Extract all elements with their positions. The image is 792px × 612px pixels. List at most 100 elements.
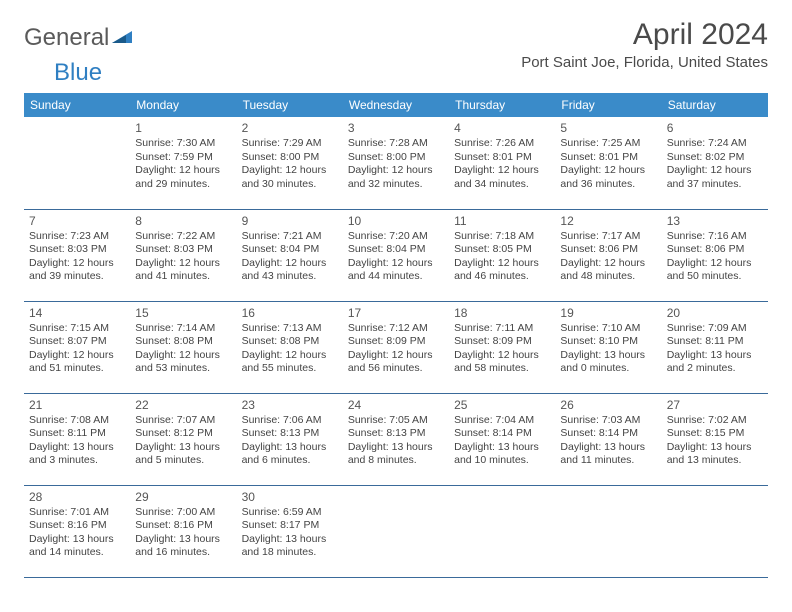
day-cell: 23 Sunrise: 7:06 AMSunset: 8:13 PMDayligh…	[237, 393, 343, 485]
day-cell: 14 Sunrise: 7:15 AMSunset: 8:07 PMDayligh…	[24, 301, 130, 393]
day-header-row: SundayMondayTuesdayWednesdayThursdayFrid…	[24, 93, 768, 117]
day-number: 25	[454, 398, 550, 412]
day-number: 19	[560, 306, 656, 320]
logo: General	[24, 18, 134, 52]
day-detail: Sunrise: 7:26 AMSunset: 8:01 PMDaylight:…	[454, 137, 550, 192]
day-number: 12	[560, 214, 656, 228]
logo-word1: General	[24, 24, 109, 52]
day-detail: Sunrise: 7:17 AMSunset: 8:06 PMDaylight:…	[560, 230, 656, 285]
day-number: 11	[454, 214, 550, 228]
logo-icon	[112, 24, 134, 52]
calendar-table: SundayMondayTuesdayWednesdayThursdayFrid…	[24, 93, 768, 578]
day-detail: Sunrise: 7:08 AMSunset: 8:11 PMDaylight:…	[29, 414, 125, 469]
empty-cell	[449, 485, 555, 577]
day-number: 1	[135, 121, 231, 135]
day-detail: Sunrise: 6:59 AMSunset: 8:17 PMDaylight:…	[242, 506, 338, 561]
empty-cell	[662, 485, 768, 577]
day-cell: 29 Sunrise: 7:00 AMSunset: 8:16 PMDayligh…	[130, 485, 236, 577]
day-detail: Sunrise: 7:02 AMSunset: 8:15 PMDaylight:…	[667, 414, 763, 469]
empty-cell	[24, 117, 130, 209]
day-number: 23	[242, 398, 338, 412]
day-detail: Sunrise: 7:16 AMSunset: 8:06 PMDaylight:…	[667, 230, 763, 285]
day-detail: Sunrise: 7:24 AMSunset: 8:02 PMDaylight:…	[667, 137, 763, 192]
day-header: Wednesday	[343, 93, 449, 117]
day-cell: 24Sunrise: 7:05 AMSunset: 8:13 PMDayligh…	[343, 393, 449, 485]
day-number: 16	[242, 306, 338, 320]
day-cell: 7 Sunrise: 7:23 AMSunset: 8:03 PMDaylight…	[24, 209, 130, 301]
day-cell: 16 Sunrise: 7:13 AMSunset: 8:08 PMDayligh…	[237, 301, 343, 393]
day-cell: 17 Sunrise: 7:12 AMSunset: 8:09 PMDayligh…	[343, 301, 449, 393]
day-number: 26	[560, 398, 656, 412]
day-detail: Sunrise: 7:04 AMSunset: 8:14 PMDaylight:…	[454, 414, 550, 469]
calendar-body: 1 Sunrise: 7:30 AMSunset: 7:59 PMDaylight…	[24, 117, 768, 577]
day-detail: Sunrise: 7:06 AMSunset: 8:13 PMDaylight:…	[242, 414, 338, 469]
day-number: 21	[29, 398, 125, 412]
day-number: 20	[667, 306, 763, 320]
day-number: 17	[348, 306, 444, 320]
day-number: 29	[135, 490, 231, 504]
day-number: 28	[29, 490, 125, 504]
day-detail: Sunrise: 7:00 AMSunset: 8:16 PMDaylight:…	[135, 506, 231, 561]
empty-cell	[343, 485, 449, 577]
day-cell: 5 Sunrise: 7:25 AMSunset: 8:01 PMDaylight…	[555, 117, 661, 209]
day-number: 6	[667, 121, 763, 135]
day-detail: Sunrise: 7:13 AMSunset: 8:08 PMDaylight:…	[242, 322, 338, 377]
day-detail: Sunrise: 7:01 AMSunset: 8:16 PMDaylight:…	[29, 506, 125, 561]
day-number: 30	[242, 490, 338, 504]
day-number: 27	[667, 398, 763, 412]
day-detail: Sunrise: 7:15 AMSunset: 8:07 PMDaylight:…	[29, 322, 125, 377]
day-number: 24	[348, 398, 444, 412]
day-cell: 1 Sunrise: 7:30 AMSunset: 7:59 PMDaylight…	[130, 117, 236, 209]
day-detail: Sunrise: 7:11 AMSunset: 8:09 PMDaylight:…	[454, 322, 550, 377]
day-cell: 6 Sunrise: 7:24 AMSunset: 8:02 PMDaylight…	[662, 117, 768, 209]
day-number: 14	[29, 306, 125, 320]
day-cell: 27 Sunrise: 7:02 AMSunset: 8:15 PMDayligh…	[662, 393, 768, 485]
day-number: 8	[135, 214, 231, 228]
month-title: April 2024	[521, 18, 768, 52]
day-detail: Sunrise: 7:12 AMSunset: 8:09 PMDaylight:…	[348, 322, 444, 377]
day-detail: Sunrise: 7:25 AMSunset: 8:01 PMDaylight:…	[560, 137, 656, 192]
day-detail: Sunrise: 7:21 AMSunset: 8:04 PMDaylight:…	[242, 230, 338, 285]
day-detail: Sunrise: 7:22 AMSunset: 8:03 PMDaylight:…	[135, 230, 231, 285]
day-detail: Sunrise: 7:29 AMSunset: 8:00 PMDaylight:…	[242, 137, 338, 192]
day-cell: 11 Sunrise: 7:18 AMSunset: 8:05 PMDayligh…	[449, 209, 555, 301]
day-number: 7	[29, 214, 125, 228]
day-cell: 18 Sunrise: 7:11 AMSunset: 8:09 PMDayligh…	[449, 301, 555, 393]
day-number: 18	[454, 306, 550, 320]
day-detail: Sunrise: 7:10 AMSunset: 8:10 PMDaylight:…	[560, 322, 656, 377]
day-detail: Sunrise: 7:30 AMSunset: 7:59 PMDaylight:…	[135, 137, 231, 192]
day-header: Thursday	[449, 93, 555, 117]
day-cell: 12 Sunrise: 7:17 AMSunset: 8:06 PMDayligh…	[555, 209, 661, 301]
day-cell: 28 Sunrise: 7:01 AMSunset: 8:16 PMDayligh…	[24, 485, 130, 577]
day-cell: 20 Sunrise: 7:09 AMSunset: 8:11 PMDayligh…	[662, 301, 768, 393]
day-number: 22	[135, 398, 231, 412]
day-cell: 19 Sunrise: 7:10 AMSunset: 8:10 PMDayligh…	[555, 301, 661, 393]
location: Port Saint Joe, Florida, United States	[521, 54, 768, 71]
day-detail: Sunrise: 7:28 AMSunset: 8:00 PMDaylight:…	[348, 137, 444, 192]
day-header: Tuesday	[237, 93, 343, 117]
day-cell: 4 Sunrise: 7:26 AMSunset: 8:01 PMDaylight…	[449, 117, 555, 209]
title-block: April 2024 Port Saint Joe, Florida, Unit…	[521, 18, 768, 71]
day-detail: Sunrise: 7:09 AMSunset: 8:11 PMDaylight:…	[667, 322, 763, 377]
empty-cell	[555, 485, 661, 577]
day-detail: Sunrise: 7:14 AMSunset: 8:08 PMDaylight:…	[135, 322, 231, 377]
day-number: 4	[454, 121, 550, 135]
logo-word2: Blue	[24, 59, 102, 87]
day-cell: 21 Sunrise: 7:08 AMSunset: 8:11 PMDayligh…	[24, 393, 130, 485]
day-detail: Sunrise: 7:18 AMSunset: 8:05 PMDaylight:…	[454, 230, 550, 285]
day-number: 5	[560, 121, 656, 135]
calendar-head: SundayMondayTuesdayWednesdayThursdayFrid…	[24, 93, 768, 117]
day-cell: 8 Sunrise: 7:22 AMSunset: 8:03 PMDaylight…	[130, 209, 236, 301]
day-number: 3	[348, 121, 444, 135]
day-detail: Sunrise: 7:20 AMSunset: 8:04 PMDaylight:…	[348, 230, 444, 285]
day-header: Sunday	[24, 93, 130, 117]
day-number: 10	[348, 214, 444, 228]
day-cell: 30 Sunrise: 6:59 AMSunset: 8:17 PMDayligh…	[237, 485, 343, 577]
day-cell: 2Sunrise: 7:29 AMSunset: 8:00 PMDaylight…	[237, 117, 343, 209]
day-header: Saturday	[662, 93, 768, 117]
day-header: Monday	[130, 93, 236, 117]
day-cell: 25 Sunrise: 7:04 AMSunset: 8:14 PMDayligh…	[449, 393, 555, 485]
day-detail: Sunrise: 7:23 AMSunset: 8:03 PMDaylight:…	[29, 230, 125, 285]
day-detail: Sunrise: 7:07 AMSunset: 8:12 PMDaylight:…	[135, 414, 231, 469]
day-cell: 9Sunrise: 7:21 AMSunset: 8:04 PMDaylight…	[237, 209, 343, 301]
